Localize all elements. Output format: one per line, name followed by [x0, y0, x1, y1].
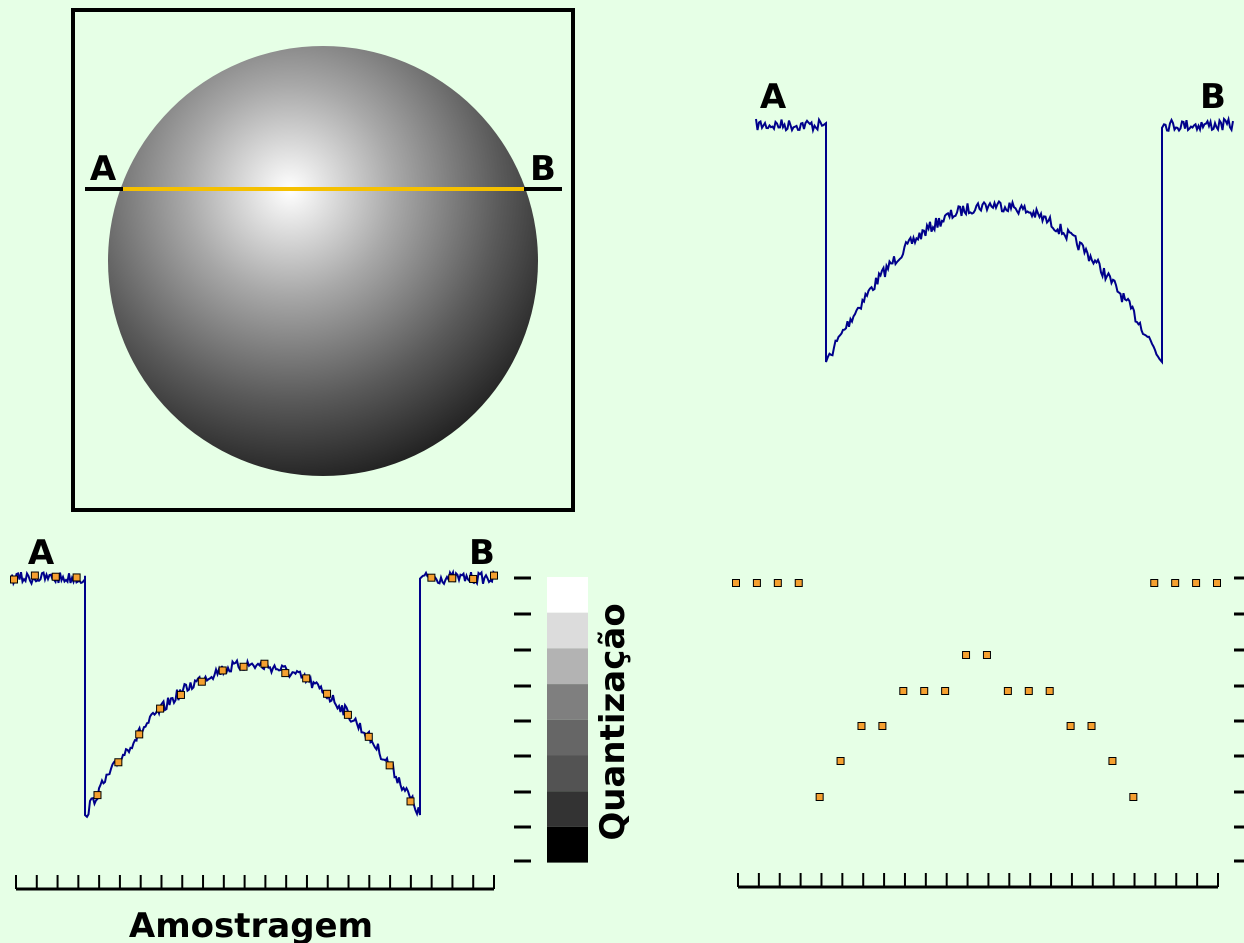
sample-point — [899, 687, 908, 695]
signal-curve — [755, 115, 1234, 365]
sample-point — [815, 793, 824, 801]
sample-point — [385, 761, 394, 770]
sample-point — [1045, 687, 1054, 695]
sample-point — [51, 572, 60, 581]
sample-point — [732, 579, 740, 587]
label-b: B — [1200, 77, 1226, 117]
sample-point — [93, 791, 102, 800]
graphics — [10, 115, 1244, 891]
sample-point — [1087, 722, 1096, 730]
sample-point — [156, 704, 165, 713]
sample-point — [364, 732, 373, 741]
sample-point — [218, 666, 227, 675]
sample-point — [857, 722, 866, 730]
sample-point — [406, 797, 415, 806]
quantization-label: Quantização — [593, 603, 633, 840]
sample-point — [773, 579, 782, 587]
sample-point — [1171, 579, 1180, 587]
sample-point — [72, 573, 81, 582]
sphere — [108, 46, 538, 476]
sample-point — [135, 730, 144, 739]
sample-point — [239, 662, 248, 671]
signal-curve — [11, 568, 498, 819]
sample-point — [1192, 579, 1201, 587]
gray-level — [547, 791, 588, 827]
sample-point — [343, 710, 352, 719]
label-a: A — [760, 77, 787, 117]
sample-point — [1066, 722, 1075, 730]
sample-point — [941, 687, 950, 695]
sample-point — [1213, 579, 1221, 587]
sample-point — [1024, 687, 1033, 695]
label-b: B — [469, 533, 495, 573]
sample-point — [323, 689, 332, 698]
sample-point — [427, 573, 436, 582]
sample-point — [1150, 579, 1159, 587]
sample-point — [448, 574, 457, 583]
gray-level — [547, 577, 588, 613]
gray-level — [547, 826, 588, 863]
sample-point — [469, 574, 478, 583]
label-a: A — [90, 149, 117, 189]
sample-point — [794, 579, 803, 587]
sample-point — [982, 651, 991, 659]
sample-point — [836, 757, 845, 765]
sample-point — [920, 687, 929, 695]
label-a: A — [28, 533, 55, 573]
sample-point — [1108, 757, 1117, 765]
sample-point — [490, 571, 498, 580]
gray-level — [547, 684, 588, 720]
sampling-label: Amostragem — [129, 906, 373, 943]
sample-point — [1003, 687, 1012, 695]
gray-level — [547, 648, 588, 685]
sample-point — [1129, 793, 1138, 801]
sample-point — [302, 674, 311, 683]
sample-point — [878, 722, 887, 730]
sample-point — [197, 677, 206, 686]
label-b: B — [530, 149, 556, 189]
sample-point — [176, 690, 185, 699]
gray-level — [547, 755, 588, 792]
sample-point — [962, 651, 971, 659]
gray-level — [547, 719, 588, 756]
sample-point — [752, 579, 761, 587]
sample-point — [10, 575, 18, 584]
sample-point — [114, 758, 123, 767]
sample-point — [281, 669, 290, 678]
image-frame — [71, 8, 575, 512]
sample-point — [260, 659, 269, 668]
sample-point — [30, 571, 39, 580]
gray-level — [547, 612, 588, 649]
